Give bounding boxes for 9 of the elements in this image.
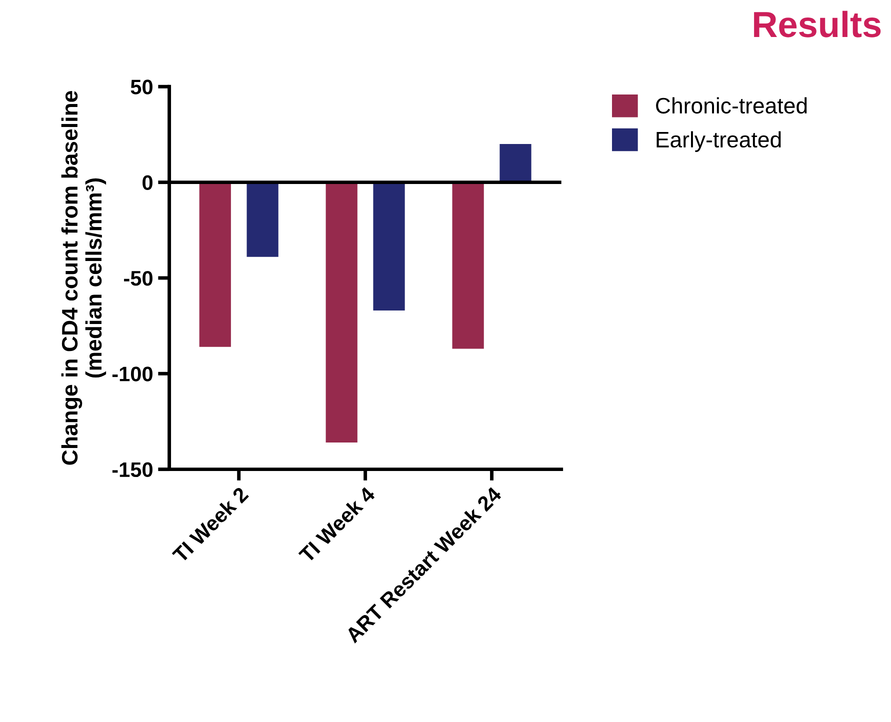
- y-tick-label: -150: [112, 462, 152, 478]
- legend-label: Early-treated: [656, 131, 781, 152]
- y-axis-title: Change in CD4 count from baseline (median cells/mm³): [61, 91, 106, 465]
- text: Results: [754, 10, 881, 38]
- y-tick-label: -50: [124, 270, 152, 286]
- y-tick-label: 0: [142, 175, 152, 190]
- legend-label: Chronic-treated: [656, 97, 807, 114]
- y-tick-label: 50: [130, 80, 152, 94]
- y-tick-label: -100: [112, 366, 152, 382]
